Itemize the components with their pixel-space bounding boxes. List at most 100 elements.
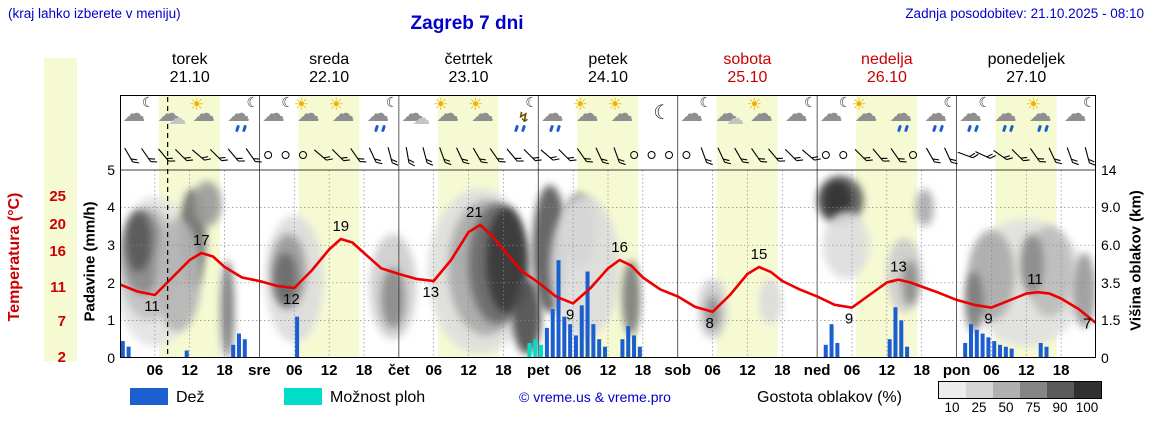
wind-barb-icon (784, 148, 804, 162)
cloud-patch (486, 207, 527, 313)
raindrop-icon (1008, 124, 1014, 133)
rain-bar (1044, 346, 1049, 358)
x-tick-day: sob (664, 362, 692, 379)
weather-icon: ☀ ☁ (433, 97, 469, 135)
weather-icon: ☾ ☁ (259, 95, 295, 135)
x-tick-hour: 12 (599, 362, 617, 379)
wind-barb-icon (801, 149, 821, 161)
menu-hint: (kraj lahko izberete v meniju) (8, 6, 181, 21)
x-tick-day: pon (942, 362, 971, 379)
temperature-value-label: 21 (466, 204, 483, 221)
page-title: Zagreb 7 dni (410, 13, 524, 34)
precip-ticks-label: 1 (107, 312, 115, 328)
sun-icon: ☀ (189, 95, 205, 115)
weather-icon: ☁ (886, 99, 922, 135)
density-tick-label: 100 (1075, 400, 1099, 415)
cloud1-icon: ☁ (854, 101, 878, 127)
rain-bar (602, 346, 607, 358)
x-tick-hour: 06 (704, 362, 721, 379)
wind-calm-icon (281, 151, 290, 159)
weather-icon: ☁ (538, 99, 574, 135)
moon-icon: ☾ (804, 95, 817, 111)
cloud-patch (621, 260, 641, 336)
temperature-value-label: 11 (144, 298, 160, 315)
wind-barb-icon (613, 147, 626, 166)
wind-barb-icon (350, 148, 367, 163)
rain-bar (632, 335, 637, 358)
wind-barb-icon (313, 149, 333, 161)
raindrop-icon (932, 124, 938, 133)
wind-barb-icon (558, 148, 577, 162)
cloud2-icon: ☁ (168, 108, 187, 129)
wind-barb-icon (405, 147, 415, 167)
wind-barb-icon (124, 147, 140, 164)
cloud-patch (512, 279, 542, 355)
cloud1-icon: ☁ (715, 101, 738, 127)
weather-icon: ☀ ☁ (747, 97, 783, 135)
rain-bar (992, 341, 997, 358)
wind-barb-icon (209, 148, 228, 162)
weather-icon: ☁ ☁ (398, 99, 434, 135)
x-tick-day: ned (803, 362, 831, 379)
x-tick-hour: 12 (320, 362, 338, 379)
last-update: Zadnja posodobitev: 21.10.2025 - 08:10 (905, 6, 1144, 21)
wind-barb-icon (422, 147, 434, 166)
moon-icon: ☾ (141, 95, 155, 111)
x-tick-hour: 18 (495, 362, 512, 379)
x-tick-day: pet (527, 362, 550, 379)
wind-barb-icon (576, 148, 593, 163)
moon-icon: ☾ (525, 95, 538, 111)
weather-icon: ☾ ☁ (817, 96, 853, 135)
cloud-density-legend-label: Gostota oblakov (%) (757, 389, 902, 406)
raindrop-icon (939, 124, 945, 133)
density-segment (1074, 382, 1101, 398)
rain-bar (236, 333, 241, 358)
moon-icon: ☾ (1083, 95, 1096, 111)
cloud-patch (964, 271, 984, 332)
wind-barb-icon (141, 148, 158, 163)
wind-barb-icon (191, 149, 211, 161)
rain-bar (1038, 342, 1043, 358)
x-tick-hour: 06 (285, 362, 303, 379)
x-tick-hour: 18 (1052, 362, 1070, 379)
precip-ticks-label: 0 (107, 350, 115, 366)
temperature-value-label: 13 (890, 259, 907, 276)
cloud-patch (759, 279, 783, 325)
wind-barb-icon (854, 148, 873, 162)
temperature-line (120, 223, 1096, 325)
cloud1-icon: ☁ (331, 101, 355, 127)
density-segment (993, 382, 1020, 398)
day-header-date: 26.10 (866, 69, 907, 86)
wind-barb-icon (158, 148, 176, 162)
wind-barb-icon (1011, 148, 1030, 162)
density-tick-label: 75 (1025, 400, 1041, 415)
weather-icon: ☾ ☁ (782, 95, 818, 135)
wind-barb-icon (944, 147, 958, 165)
shower-bar (533, 339, 538, 358)
cloud1-icon: ☁ (261, 101, 285, 127)
rain-bar (823, 344, 828, 358)
rain-bar (544, 327, 549, 358)
day-header-date: 21.10 (169, 69, 210, 86)
cloud1-icon: ☁ (924, 101, 948, 127)
x-tick-day: čet (388, 362, 410, 379)
density-segment (1047, 382, 1074, 398)
x-tick-hour: 06 (564, 362, 582, 379)
weather-icon: ☀ ☁ (468, 97, 504, 135)
copyright-link[interactable]: © vreme.us & vreme.pro (519, 389, 671, 405)
wind-calm-icon (299, 151, 307, 159)
sun-icon: ☀ (572, 95, 588, 115)
precip-axis-label: Padavine (mm/h) (81, 201, 99, 322)
x-tick-hour: 06 (146, 362, 164, 379)
moon-icon: ☾ (699, 95, 713, 111)
moon-icon: ☾ (281, 95, 294, 111)
sun-icon: ☀ (1025, 95, 1041, 115)
sun-icon: ☀ (851, 95, 867, 115)
precip-ticks-label: 5 (107, 162, 115, 178)
temperature-value-label: 11 (1027, 271, 1043, 288)
wind-calm-icon (909, 151, 917, 159)
wind-calm-icon (647, 151, 656, 159)
raindrop-icon (966, 124, 973, 133)
cloud-patch (822, 181, 852, 219)
wind-barb-icon (734, 147, 750, 164)
